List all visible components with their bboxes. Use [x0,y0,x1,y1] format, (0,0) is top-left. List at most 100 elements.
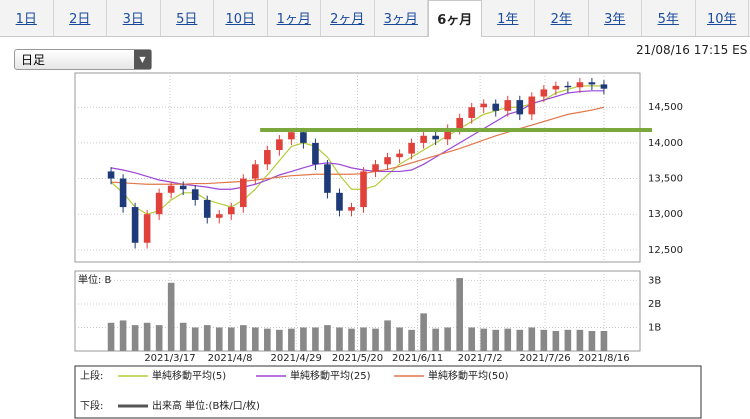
candle-body [203,199,211,218]
y-tick-label: 14,000 [648,138,683,149]
candle-body [288,132,295,140]
volume-bar [107,322,115,351]
volume-bar [600,331,608,351]
volume-bar [215,327,223,351]
period-tab[interactable]: 3年 [589,0,642,36]
candle-body [564,85,572,88]
y-tick-label: 13,500 [648,174,683,185]
volume-bar [588,331,596,351]
volume-bar [155,325,163,351]
period-tab[interactable]: 1年 [482,0,535,36]
y-tick-label: 13,000 [648,209,683,220]
candle-body [300,132,307,143]
legend-entry: 単純移動平均(50) [428,369,509,382]
period-tab[interactable]: 5日 [161,0,214,36]
volume-bar [552,331,560,351]
volume-bar [239,325,247,351]
volume-bar [564,329,572,351]
candle-body [504,100,512,111]
volume-bar [348,328,355,351]
interval-dropdown[interactable]: 日足 ▼ [14,49,152,70]
period-tab[interactable]: 2年 [535,0,589,36]
candle-body [239,178,247,208]
candle-body [131,207,139,243]
candle-body [444,128,451,140]
volume-bar [396,327,403,351]
candle-body [600,84,608,89]
candle-body [492,103,500,111]
x-tick-label: 2021/4/29 [271,353,322,364]
period-tab[interactable]: 5年 [642,0,696,36]
candle-body [312,142,319,165]
legend-entry: 出来高 単位:(B株/口/枚) [152,399,260,412]
volume-bar [360,327,367,351]
volume-bar [252,327,259,351]
candle-body [179,185,187,190]
volume-bar [528,327,536,351]
volume-bar [203,325,211,351]
candle-body [276,139,283,151]
candle-body [324,164,331,193]
volume-bar [420,313,427,351]
volume-bar [191,327,199,351]
x-tick-label: 2021/8/16 [578,353,629,364]
legend-entry: 単純移動平均(5) [152,369,226,382]
volume-bar [300,327,307,351]
period-tab[interactable]: 2日 [54,0,107,36]
candle-body [396,153,403,158]
candle-body [227,207,235,215]
candle-body [336,192,343,211]
volume-bar [119,320,127,351]
candle-body [588,82,596,85]
x-tick-label: 2021/7/26 [519,353,570,364]
volume-tick-label: 3B [648,275,661,286]
volume-bar [492,329,500,351]
volume-tick-label: 1B [648,322,661,333]
volume-bar [408,329,415,351]
volume-bar [276,329,283,351]
legend-box [74,365,702,419]
period-tab[interactable]: 3日 [107,0,161,36]
volume-bar [264,328,271,351]
legend-upper-label: 上段: [80,369,103,382]
volume-tick-label: 2B [648,299,661,310]
candle-body [155,192,163,215]
volume-bar [372,328,379,351]
candle-body [119,178,127,208]
y-tick-label: 14,500 [648,102,683,113]
candle-body [516,100,524,115]
volume-bar [504,328,512,351]
dropdown-text: 日足 [21,53,46,67]
volume-bar [227,327,235,351]
candle-body [408,142,415,154]
x-tick-label: 2021/3/17 [144,353,195,364]
candle-body [432,135,439,140]
volume-bar [456,278,463,351]
volume-bar [179,322,187,351]
candle-body [360,171,367,208]
period-tab[interactable]: 3ヶ月 [375,0,428,36]
y-tick-label: 12,500 [648,245,683,256]
candle-body [384,157,391,165]
volume-bar [312,327,319,351]
x-tick-label: 2021/5/20 [332,353,383,364]
candle-body [167,185,175,193]
candle-body [576,82,584,88]
price-pane [74,72,641,263]
volume-bar [444,327,451,351]
volume-bar [468,327,476,351]
volume-bar [324,325,331,351]
period-tab[interactable]: 6ヶ月 [428,0,482,37]
period-tab[interactable]: 1ヶ月 [268,0,321,36]
period-tab[interactable]: 10日 [214,0,268,36]
volume-bar [336,327,343,351]
period-tab[interactable]: 1日 [0,0,54,36]
volume-bar [516,329,524,351]
period-tab[interactable]: 10年 [696,0,749,36]
period-tab[interactable]: 2ヶ月 [321,0,375,36]
volume-bar [384,320,391,351]
volume-bar [131,325,139,351]
moving-average-line [111,106,605,185]
period-tabs: 1日 2日 3日 5日 10日 1ヶ月 2ヶ月 3ヶ月 6ヶ月 1年 2年 3年 5年 10年 [0,0,750,37]
